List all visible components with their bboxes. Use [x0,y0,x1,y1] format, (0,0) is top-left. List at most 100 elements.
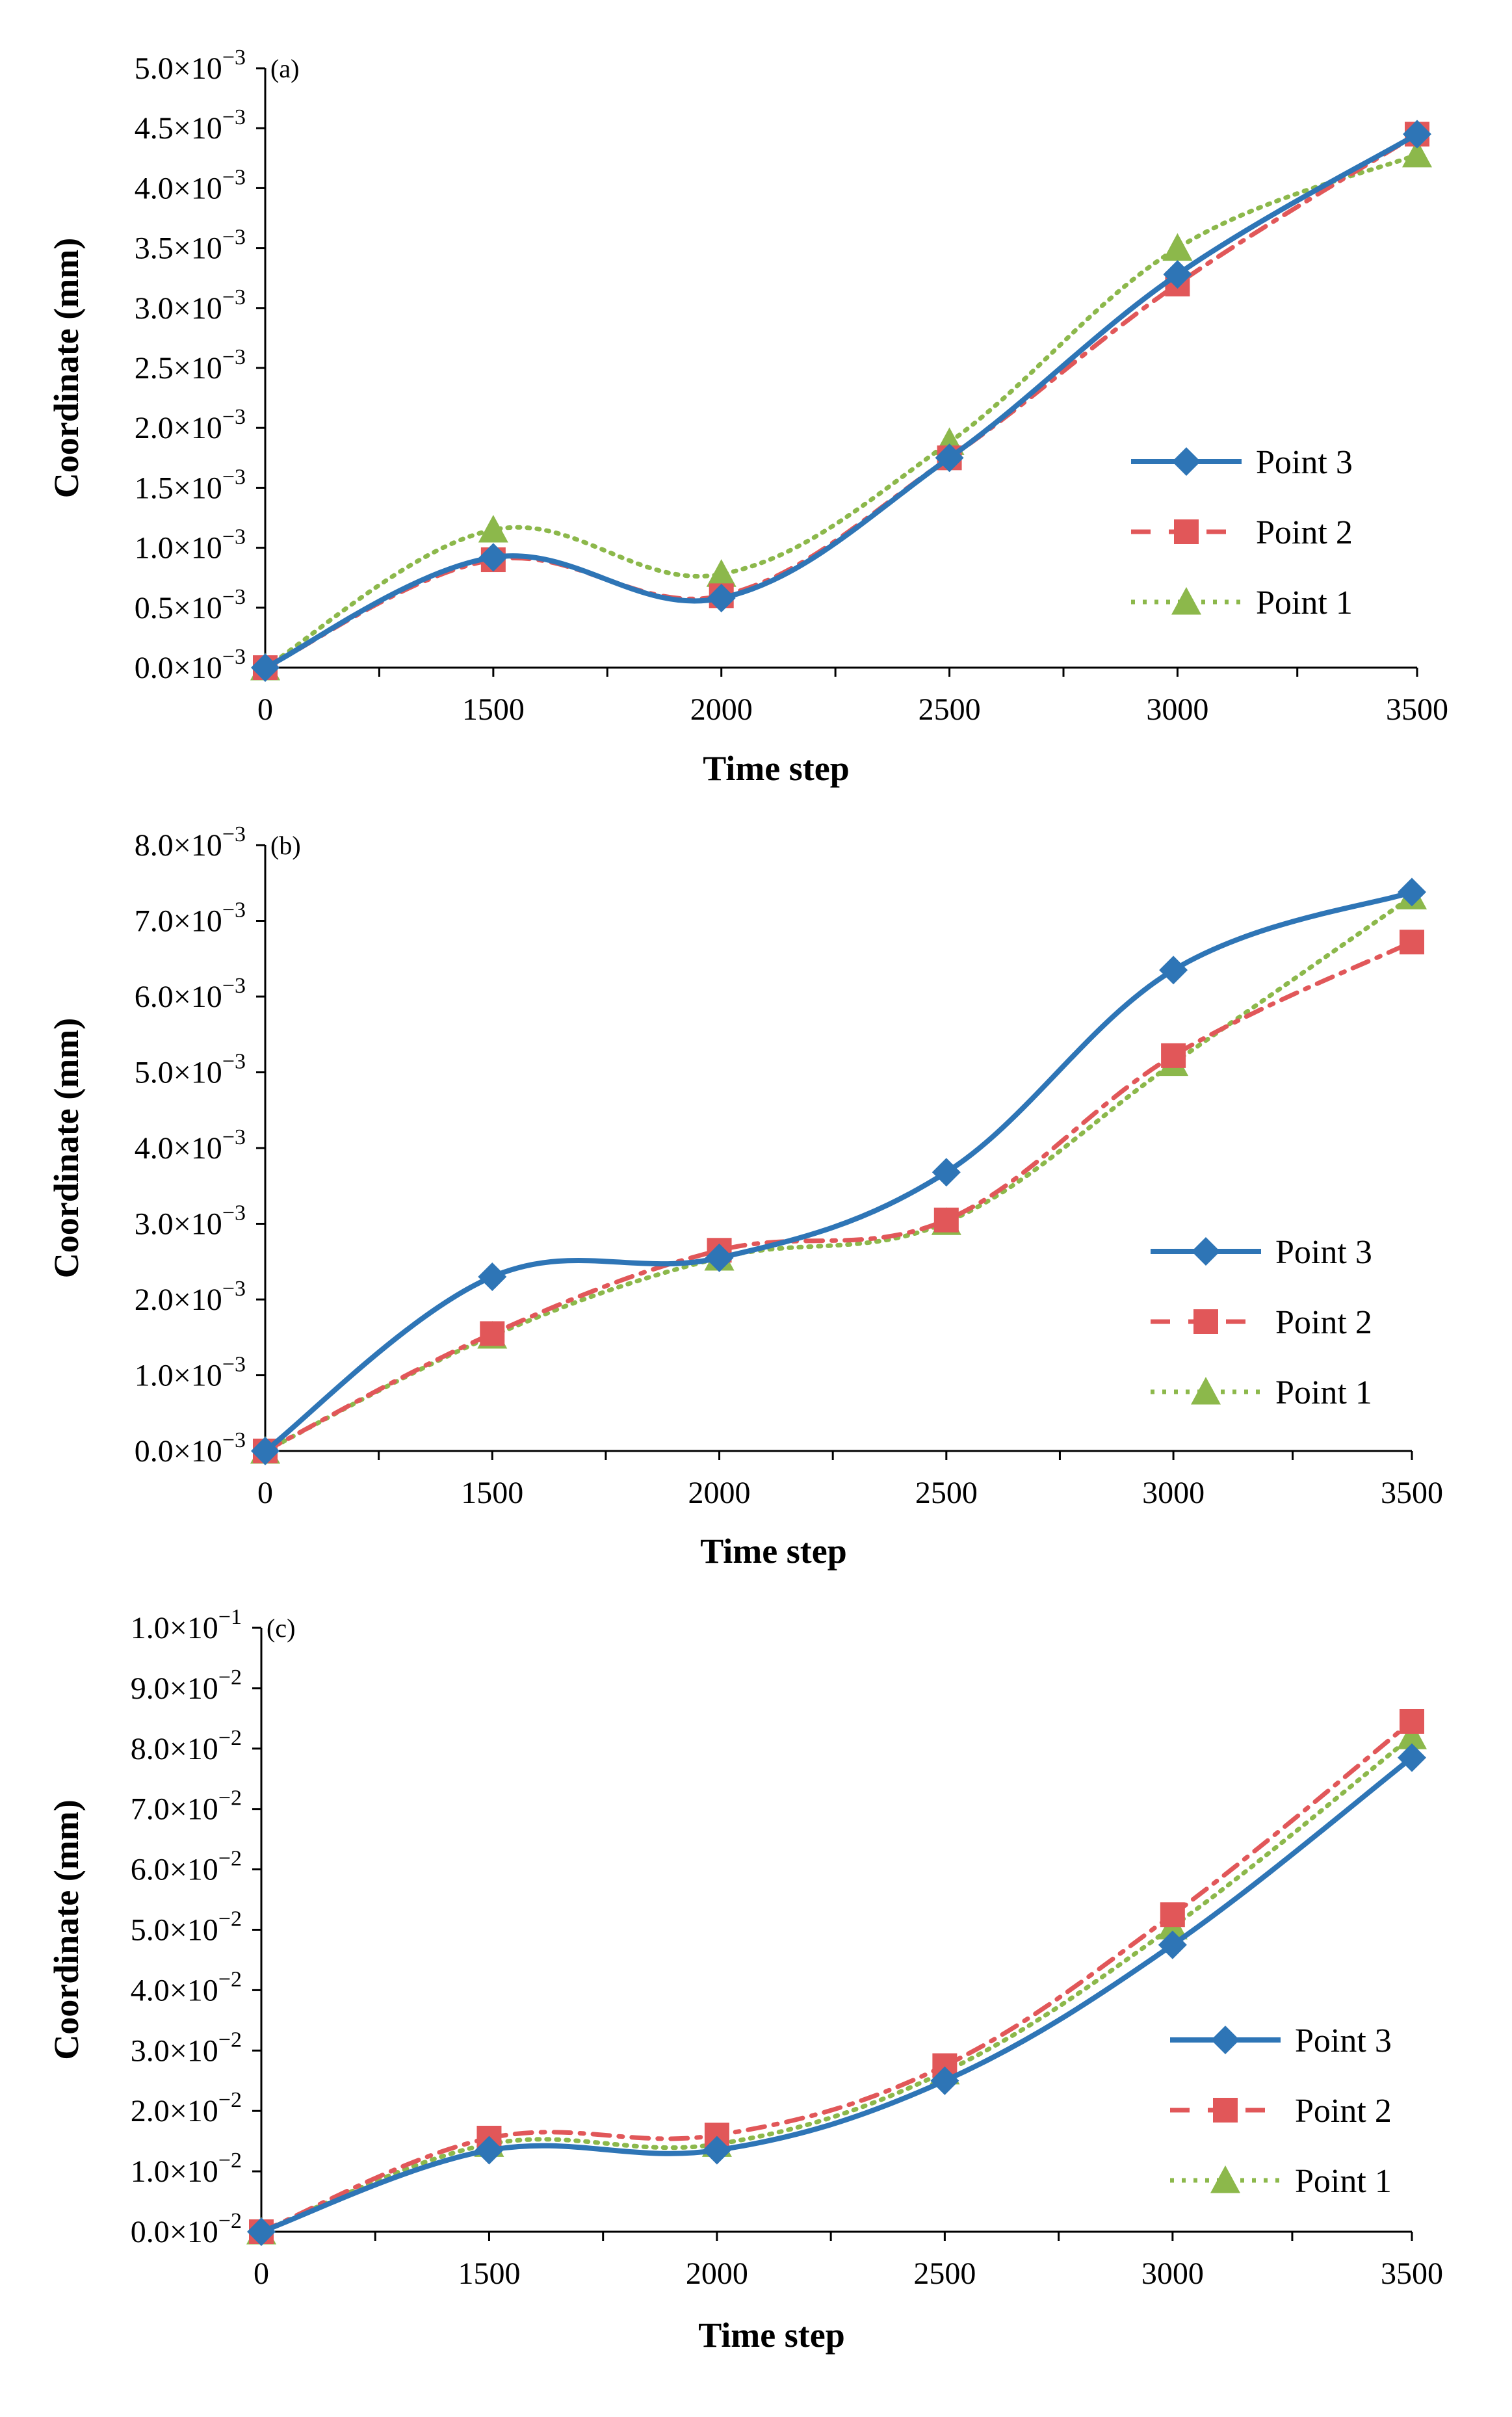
y-axis-title: Coordinate (mm) [47,238,86,498]
series-point-3 [251,878,1426,1465]
legend: Point 3 Point 2 Point 1 [1151,1234,1372,1411]
series-line [259,1734,1414,2234]
series-point-1 [250,139,1432,681]
y-axis-title: Coordinate (mm) [47,1018,86,1278]
y-tick-label: 3.0×10−3 [135,1201,246,1242]
x-tick-label: 1500 [461,1476,523,1510]
y-tick-label: 4.5×10−3 [135,105,246,146]
chart-panel-c: 0.0×10−2 1.0×10−2 2.0×10−2 3.0×10−2 4.0×10−2… [47,1605,1443,2355]
series-point-3 [247,1743,1426,2246]
x-tick-label: 2500 [913,2256,976,2291]
x-axis-title: Time step [698,2316,845,2355]
data-point [1398,1743,1426,1772]
legend-marker [1172,447,1201,476]
y-tick-label: 0.0×10−3 [135,1428,246,1469]
legend-marker [1174,519,1199,544]
data-point [702,2136,731,2165]
y-tick-label: 8.0×10−2 [131,1726,242,1766]
x-tick-label: 3500 [1386,692,1448,727]
y-tick-label: 2.0×10−3 [135,405,246,445]
legend-label: Point 3 [1256,444,1353,481]
x-tick-label: 1500 [462,692,525,727]
data-point [251,653,280,682]
data-point [1400,1708,1424,1734]
data-point [480,1321,505,1346]
y-tick-label: 6.0×10−3 [135,974,246,1014]
y-tick-label: 1.0×10−1 [131,1605,242,1645]
legend-label: Point 3 [1295,2022,1392,2059]
y-tick-label: 1.0×10−3 [135,525,246,566]
legend-marker [1210,2165,1240,2193]
panel-label: (c) [267,1614,295,1643]
data-point [706,559,736,587]
y-tick-label: 3.0×10−3 [135,285,246,326]
y-tick-label: 0.0×10−3 [135,645,246,685]
data-point [1403,120,1431,149]
x-tick-label: 0 [257,692,273,727]
series-point-2 [253,122,1429,680]
y-tick-label: 1.0×10−3 [135,1353,246,1393]
y-tick-label: 5.0×10−2 [131,1907,242,1948]
panel-label: (a) [270,54,299,83]
y-tick-label: 3.5×10−3 [135,226,246,266]
series-line [263,894,1414,1454]
data-point [1402,139,1432,168]
y-tick-label: 5.0×10−3 [135,1050,246,1090]
chart-panel-a: 0.0×10−3 0.5×10−3 1.0×10−3 1.5×10−3 2.0×10−3… [47,46,1448,788]
data-point [478,1262,507,1292]
y-tick-label: 8.0×10−3 [135,822,246,863]
y-tick-label: 4.0×10−3 [135,1125,246,1166]
y-tick-label: 2.0×10−2 [131,2088,242,2128]
y-tick-label: 2.0×10−3 [135,1277,246,1317]
series-point-1 [250,882,1427,1464]
series-point-3 [251,120,1431,682]
legend-label: Point 1 [1295,2163,1392,2200]
data-point [1397,1721,1427,1749]
data-point [1161,1043,1186,1068]
data-point [1159,956,1188,985]
legend-label: Point 1 [1275,1374,1372,1411]
legend-marker [1191,1377,1221,1405]
x-tick-label: 3000 [1141,2256,1204,2291]
y-tick-label: 5.0×10−3 [135,46,246,86]
data-point [247,2217,276,2246]
y-tick-label: 7.0×10−3 [135,898,246,939]
legend-label: Point 1 [1256,584,1353,621]
legend-label: Point 3 [1275,1234,1372,1271]
data-point [933,1207,959,1233]
series-line [263,889,1414,1454]
data-point [1160,1902,1185,1927]
y-tick-label: 6.0×10−2 [131,1847,242,1887]
x-tick-label: 3000 [1142,1476,1205,1510]
data-point [935,443,964,473]
x-tick-label: 0 [257,1476,273,1510]
legend-label: Point 2 [1295,2093,1392,2130]
data-point [478,514,508,543]
series-line [259,1719,1414,2234]
x-tick-label: 3500 [1381,1476,1443,1510]
data-point [475,2136,504,2165]
y-tick-label: 0.0×10−2 [131,2209,242,2249]
data-point [707,584,736,613]
panel-label: (b) [270,831,301,860]
y-axis-title: Coordinate (mm) [47,1799,86,2059]
x-tick-label: 2000 [686,2256,748,2291]
legend-marker [1171,587,1201,615]
data-point [478,543,508,572]
y-tick-label: 1.5×10−3 [135,465,246,505]
data-point [1163,260,1192,289]
data-point [1158,1930,1187,1959]
x-tick-label: 2500 [915,1476,978,1510]
data-point [705,1243,734,1272]
x-tick-label: 2000 [688,1476,751,1510]
data-point [1162,233,1193,261]
legend-label: Point 2 [1275,1304,1372,1341]
chart-panel-b: 0.0×10−3 1.0×10−3 2.0×10−3 3.0×10−3 4.0×10−3… [47,822,1443,1571]
x-tick-label: 0 [254,2256,269,2291]
data-point [1400,930,1424,955]
legend: Point 3 Point 2 Point 1 [1131,444,1353,621]
x-tick-label: 1500 [458,2256,520,2291]
data-point [251,1437,280,1465]
legend-marker [1193,1309,1218,1334]
